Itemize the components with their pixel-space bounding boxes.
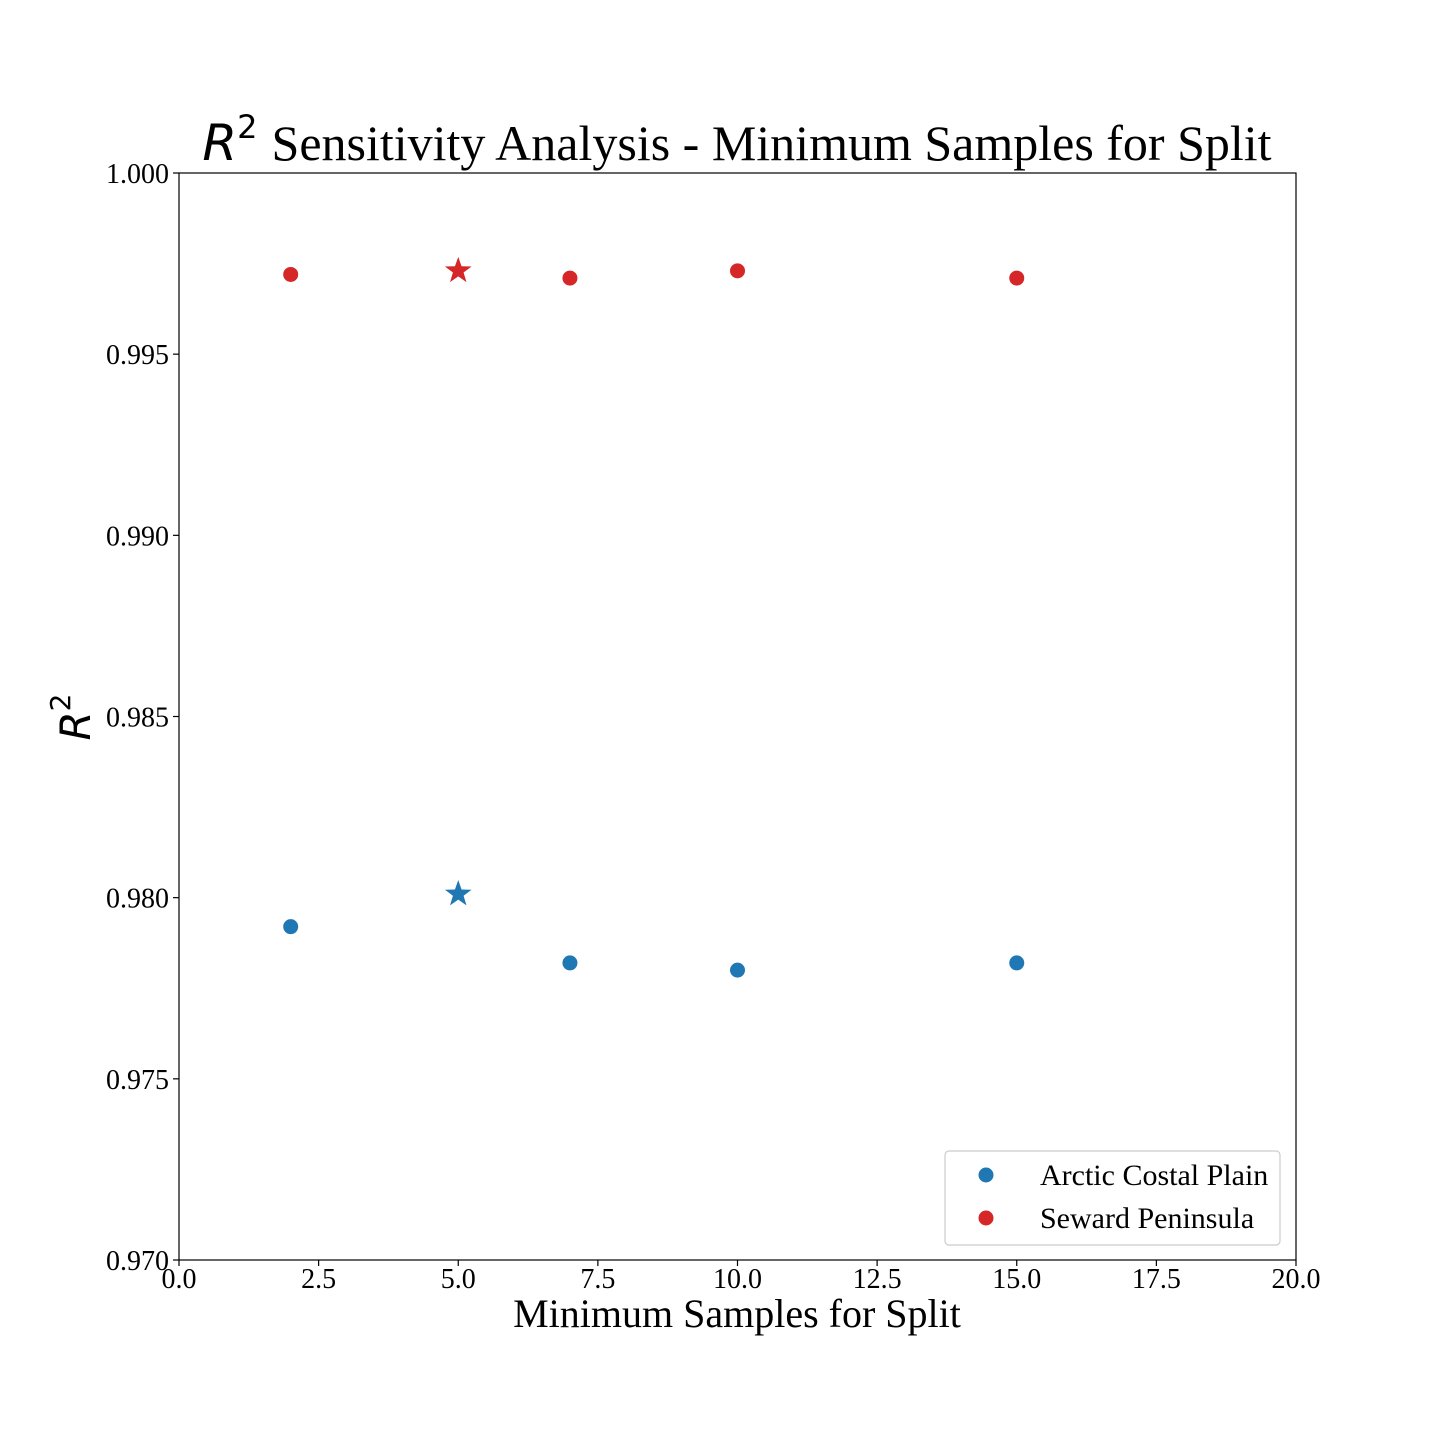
x-tick-label: 7.5 xyxy=(580,1264,615,1295)
legend-marker-seward-peninsula xyxy=(978,1210,994,1226)
ylabel-math: R xyxy=(51,711,100,740)
y-tick-label: 1.000 xyxy=(106,159,169,190)
arctic-costal-plain-point xyxy=(730,962,745,978)
arctic-costal-plain-point xyxy=(283,919,299,935)
arctic-costal-plain-point xyxy=(1009,955,1025,971)
y-tick-label: 0.970 xyxy=(106,1246,169,1277)
x-tick-label: 12.5 xyxy=(853,1264,902,1295)
y-tick-label: 0.995 xyxy=(106,340,169,371)
x-tick-label: 20.0 xyxy=(1272,1264,1321,1295)
arctic-costal-plain-point xyxy=(562,955,578,971)
x-tick-label: 15.0 xyxy=(992,1264,1041,1295)
y-tick-label: 0.975 xyxy=(106,1065,169,1096)
y-tick-label: 0.985 xyxy=(106,703,169,734)
legend-label-arctic-costal-plain: Arctic Costal Plain xyxy=(1040,1159,1268,1192)
x-tick-label: 0.0 xyxy=(162,1264,197,1295)
x-axis-ticks: 0.0 2.5 5.0 7.5 10.0 12.5 15.0 17.5 20.0 xyxy=(162,1260,1321,1295)
x-tick-label: 10.0 xyxy=(713,1264,762,1295)
x-tick-label: 17.5 xyxy=(1132,1264,1181,1295)
x-tick-label: 5.0 xyxy=(441,1264,476,1295)
svg-text:R2: R2 xyxy=(44,693,100,740)
y-axis-label: R2 xyxy=(44,693,100,740)
seward-peninsula-point xyxy=(283,266,299,282)
legend-box xyxy=(944,1150,1281,1246)
x-axis-label: Minimum Samples for Split xyxy=(513,1291,961,1336)
seward-peninsula-point xyxy=(562,270,578,286)
seward-peninsula-point xyxy=(730,263,745,279)
y-axis-ticks: 0.970 0.975 0.980 0.985 0.990 0.995 1.000 xyxy=(106,159,179,1277)
seward-peninsula-star-point xyxy=(444,256,472,283)
chart-title: R2 Sensitivity Analysis - Minimum Samples… xyxy=(202,108,1271,172)
legend: Arctic Costal Plain Seward Peninsula xyxy=(944,1150,1281,1246)
title-text: Sensitivity Analysis - Minimum Samples f… xyxy=(272,115,1272,171)
legend-label-seward-peninsula: Seward Peninsula xyxy=(1040,1202,1254,1235)
title-math-sup: 2 xyxy=(237,108,257,146)
x-tick-label: 2.5 xyxy=(301,1264,336,1295)
y-tick-label: 0.990 xyxy=(106,521,169,552)
seward-peninsula-point xyxy=(1009,270,1025,286)
title-math: R xyxy=(202,114,237,172)
data-points xyxy=(283,256,1025,978)
ylabel-math-sup: 2 xyxy=(44,693,77,711)
arctic-costal-plain-star-point xyxy=(444,880,472,906)
y-tick-label: 0.980 xyxy=(106,884,169,915)
legend-marker-arctic-costal-plain xyxy=(978,1167,994,1183)
